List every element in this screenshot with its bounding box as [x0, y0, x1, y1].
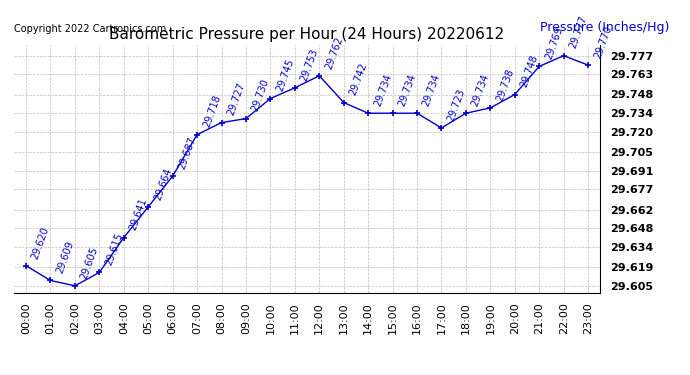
Title: Barometric Pressure per Hour (24 Hours) 20220612: Barometric Pressure per Hour (24 Hours) … [110, 27, 504, 42]
Text: 29.742: 29.742 [348, 62, 369, 97]
Text: 29.664: 29.664 [152, 166, 173, 201]
Text: 29.762: 29.762 [324, 35, 344, 70]
Text: 29.730: 29.730 [250, 78, 271, 113]
Text: 29.753: 29.753 [299, 47, 320, 82]
Text: 29.723: 29.723 [446, 87, 466, 122]
Text: 29.769: 29.769 [543, 26, 564, 61]
Text: 29.777: 29.777 [568, 15, 589, 50]
Text: 29.687: 29.687 [177, 135, 198, 171]
Text: 29.748: 29.748 [519, 54, 540, 89]
Text: 29.734: 29.734 [470, 72, 491, 108]
Text: 29.738: 29.738 [495, 67, 515, 102]
Text: 29.727: 29.727 [226, 81, 247, 117]
Text: 29.734: 29.734 [397, 72, 417, 108]
Text: 29.770: 29.770 [592, 24, 613, 60]
Text: Pressure (Inches/Hg): Pressure (Inches/Hg) [540, 21, 669, 34]
Text: 29.718: 29.718 [201, 94, 222, 129]
Text: 29.745: 29.745 [275, 58, 295, 93]
Text: 29.605: 29.605 [79, 245, 100, 280]
Text: 29.734: 29.734 [421, 72, 442, 108]
Text: 29.620: 29.620 [30, 225, 51, 260]
Text: 29.641: 29.641 [128, 197, 149, 232]
Text: 29.609: 29.609 [55, 240, 76, 275]
Text: Copyright 2022 Cartronics.com: Copyright 2022 Cartronics.com [14, 24, 166, 34]
Text: 29.734: 29.734 [373, 72, 393, 108]
Text: 29.615: 29.615 [104, 232, 124, 267]
